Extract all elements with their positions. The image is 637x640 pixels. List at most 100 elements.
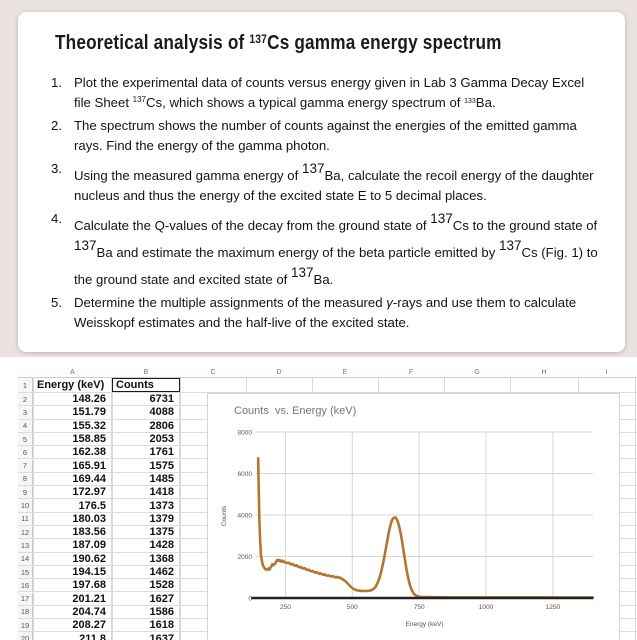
- list-item: 5. Determine the multiple assignments of …: [51, 293, 599, 333]
- cell-energy[interactable]: 187.09: [33, 539, 112, 552]
- cell-energy[interactable]: 148.26: [33, 393, 112, 406]
- column-letter[interactable]: C: [210, 369, 216, 376]
- row-number[interactable]: 16: [18, 579, 33, 592]
- column-letter[interactable]: D: [276, 369, 282, 376]
- svg-text:250: 250: [280, 604, 291, 611]
- cell-energy[interactable]: 211.8: [33, 632, 112, 640]
- cell-energy[interactable]: 172.97: [33, 486, 112, 499]
- cell-counts[interactable]: 1485: [112, 472, 180, 486]
- list-item-text: Using the measured gamma energy of 137Ba…: [74, 161, 594, 203]
- list-item-number: 5.: [51, 295, 62, 310]
- cell-counts[interactable]: 1418: [112, 486, 180, 499]
- chart-object[interactable]: Counts vs. Energy (keV) 0 2000 4000 6000 800…: [207, 393, 620, 640]
- superscript: 137: [498, 238, 522, 253]
- cell-energy[interactable]: 180.03: [33, 512, 112, 525]
- cell-energy[interactable]: 183.56: [33, 526, 112, 539]
- cell-energy[interactable]: 162.38: [33, 446, 112, 459]
- cell-energy[interactable]: 194.15: [33, 565, 112, 579]
- column-letter[interactable]: E: [342, 369, 348, 376]
- cell-counts[interactable]: 4088: [112, 406, 180, 419]
- row-number[interactable]: 17: [18, 592, 33, 605]
- superscript: 137: [132, 95, 147, 104]
- table-row: 1 Energy (keV) Counts: [18, 378, 637, 393]
- cell-counts[interactable]: 1462: [112, 565, 180, 579]
- cell-energy[interactable]: 197.68: [33, 579, 112, 592]
- task-list: 1. Plot the experimental data of counts v…: [51, 73, 599, 333]
- row-number[interactable]: 1: [18, 378, 33, 392]
- list-item-text: Plot the experimental data of counts ver…: [74, 75, 585, 110]
- list-item: 1. Plot the experimental data of counts v…: [51, 73, 599, 113]
- x-axis-title: Energy (keV): [406, 621, 444, 628]
- page-title: Theoretical analysis of 137Cs gamma ener…: [55, 32, 502, 54]
- list-item: 2. The spectrum shows the number of count…: [51, 116, 599, 156]
- table-row: 20 211.8 1637: [18, 632, 637, 640]
- cell-counts[interactable]: 1575: [112, 459, 180, 472]
- row-number[interactable]: 6: [18, 446, 33, 459]
- superscript: 137: [249, 32, 268, 46]
- cell-counts[interactable]: 1761: [112, 446, 180, 459]
- cell-energy[interactable]: 155.32: [33, 419, 112, 432]
- svg-text:500: 500: [347, 604, 358, 611]
- row-number[interactable]: 15: [18, 565, 33, 579]
- column-letter[interactable]: F: [408, 369, 414, 376]
- cell-counts[interactable]: 1627: [112, 592, 180, 605]
- cell-energy[interactable]: 169.44: [33, 472, 112, 486]
- cell-counts[interactable]: 1586: [112, 605, 180, 619]
- svg-text:6000: 6000: [238, 471, 253, 478]
- cell-energy[interactable]: 176.5: [33, 499, 112, 512]
- cell-counts[interactable]: 1379: [112, 512, 180, 525]
- row-number[interactable]: 4: [18, 419, 33, 432]
- chart-tick-labels: 0 2000 4000 6000 8000 250 500 750 1000 1250: [238, 430, 561, 612]
- cell-counts[interactable]: 2806: [112, 419, 180, 432]
- row-number[interactable]: 19: [18, 619, 33, 632]
- superscript: 137: [430, 211, 453, 226]
- cell-counts[interactable]: Counts: [112, 378, 180, 392]
- row-number[interactable]: 11: [18, 512, 33, 525]
- row-number[interactable]: 14: [18, 552, 33, 565]
- cell-counts[interactable]: 6731: [112, 393, 180, 406]
- svg-text:750: 750: [414, 604, 425, 611]
- column-letter[interactable]: B: [143, 369, 149, 376]
- row-number[interactable]: 3: [18, 406, 33, 419]
- cell-counts[interactable]: 1375: [112, 526, 180, 539]
- column-letter[interactable]: G: [474, 369, 480, 376]
- cell-energy[interactable]: 158.85: [33, 432, 112, 446]
- cell-counts[interactable]: 2053: [112, 432, 180, 446]
- list-item: 3. Using the measured gamma energy of 137…: [51, 159, 599, 206]
- spectrum-line: [256, 457, 595, 599]
- row-number[interactable]: 9: [18, 486, 33, 499]
- cell-energy[interactable]: 201.21: [33, 592, 112, 605]
- cell-counts[interactable]: 1368: [112, 552, 180, 565]
- row-number[interactable]: 8: [18, 472, 33, 486]
- cell-counts[interactable]: 1618: [112, 619, 180, 632]
- cell-energy[interactable]: 165.91: [33, 459, 112, 472]
- row-number[interactable]: 2: [18, 393, 33, 406]
- row-number[interactable]: 10: [18, 499, 33, 512]
- cell-energy[interactable]: 208.27: [33, 619, 112, 632]
- row-number[interactable]: 20: [18, 632, 33, 640]
- column-letter[interactable]: H: [541, 369, 547, 376]
- superscript: 137: [291, 265, 314, 280]
- chart-gridlines: [256, 431, 593, 598]
- cell-counts[interactable]: 1373: [112, 499, 180, 512]
- list-item-number: 2.: [51, 118, 62, 133]
- document-body: Theoretical analysis of 137Cs gamma ener…: [18, 12, 625, 333]
- cell-energy[interactable]: 151.79: [33, 406, 112, 419]
- cell-counts[interactable]: 1428: [112, 539, 180, 552]
- cell-energy[interactable]: 204.74: [33, 605, 112, 619]
- cell-counts[interactable]: 1528: [112, 579, 180, 592]
- row-number[interactable]: 13: [18, 539, 33, 552]
- cell-energy[interactable]: Energy (keV): [33, 378, 112, 392]
- cell-energy[interactable]: 190.62: [33, 552, 112, 565]
- svg-text:8000: 8000: [238, 430, 253, 437]
- svg-text:1000: 1000: [479, 604, 494, 611]
- column-letter[interactable]: I: [605, 369, 608, 376]
- row-number[interactable]: 12: [18, 526, 33, 539]
- cell-counts[interactable]: 1637: [112, 632, 180, 640]
- row-number[interactable]: 7: [18, 459, 33, 472]
- row-number[interactable]: 18: [18, 605, 33, 619]
- svg-text:1250: 1250: [546, 604, 561, 611]
- row-number[interactable]: 5: [18, 432, 33, 446]
- column-letter[interactable]: A: [70, 369, 75, 376]
